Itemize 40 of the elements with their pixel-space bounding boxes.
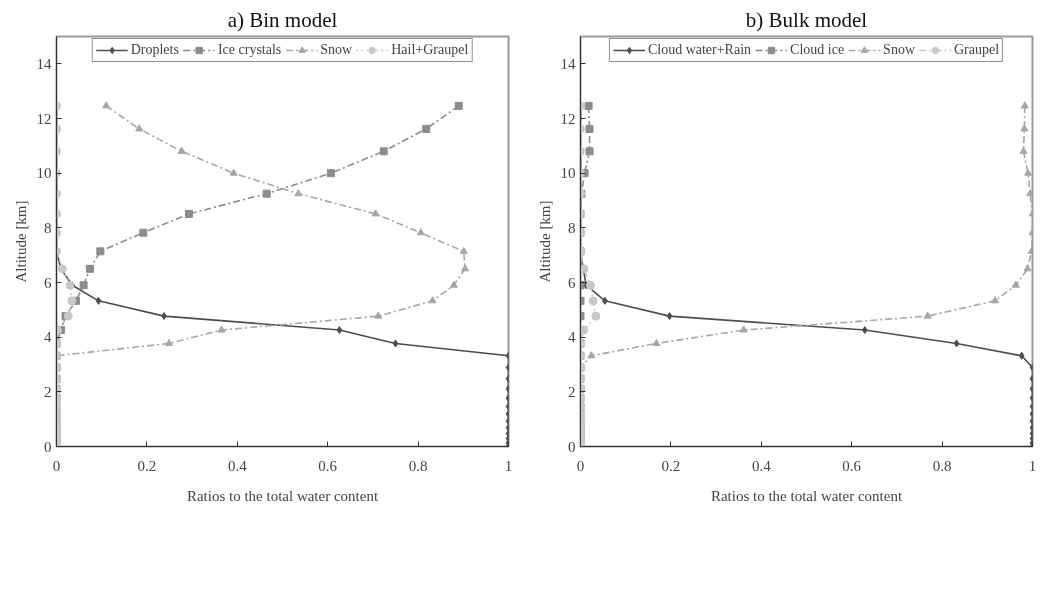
legend-label: Ice crystals (217, 42, 282, 58)
y-tick-label: 2 (568, 383, 576, 400)
y-tick-label: 2 (44, 383, 52, 400)
legend-label: Droplets (130, 42, 179, 58)
y-tick-label: 0 (44, 438, 52, 455)
x-tick-label: 0.2 (661, 457, 681, 474)
x-tick-label: 0.8 (408, 457, 428, 474)
y-axis-title: Altitude [km] (12, 200, 29, 283)
x-tick-label: 1 (1028, 457, 1037, 474)
legend-label: Graupel (954, 42, 1000, 58)
y-tick-label: 4 (568, 329, 576, 346)
y-tick-label: 12 (36, 110, 52, 127)
x-tick-label: 0.4 (751, 457, 772, 474)
x-tick-label: 1 (504, 457, 513, 474)
x-tick-label: 0.2 (137, 457, 157, 474)
y-tick-label: 14 (36, 55, 52, 72)
x-axis-title: Ratios to the total water content (186, 487, 379, 504)
legend-label: Snow (320, 42, 353, 58)
x-tick-label: 0.6 (318, 457, 338, 474)
x-tick-label: 0.4 (227, 457, 248, 474)
y-tick-label: 6 (568, 274, 576, 291)
y-tick-label: 4 (44, 329, 52, 346)
y-tick-label: 10 (560, 165, 576, 182)
y-tick-label: 8 (568, 219, 576, 236)
legend-label: Snow (883, 42, 916, 58)
legend-label: Cloud ice (790, 42, 845, 58)
y-tick-label: 0 (568, 438, 576, 455)
y-axis-title: Altitude [km] (536, 200, 553, 283)
y-tick-label: 14 (560, 55, 576, 72)
legend-label: Hail+Graupel (391, 42, 469, 58)
x-axis-title: Ratios to the total water content (710, 487, 903, 504)
chart-title: b) Bulk model (745, 7, 868, 32)
y-tick-label: 10 (36, 165, 52, 182)
x-tick-label: 0.6 (842, 457, 862, 474)
legend-label: Cloud water+Rain (647, 42, 752, 58)
y-tick-label: 8 (44, 219, 52, 236)
y-tick-label: 6 (44, 274, 52, 291)
chart-title: a) Bin model (227, 7, 338, 32)
x-tick-label: 0.8 (932, 457, 952, 474)
y-tick-label: 12 (560, 110, 576, 127)
